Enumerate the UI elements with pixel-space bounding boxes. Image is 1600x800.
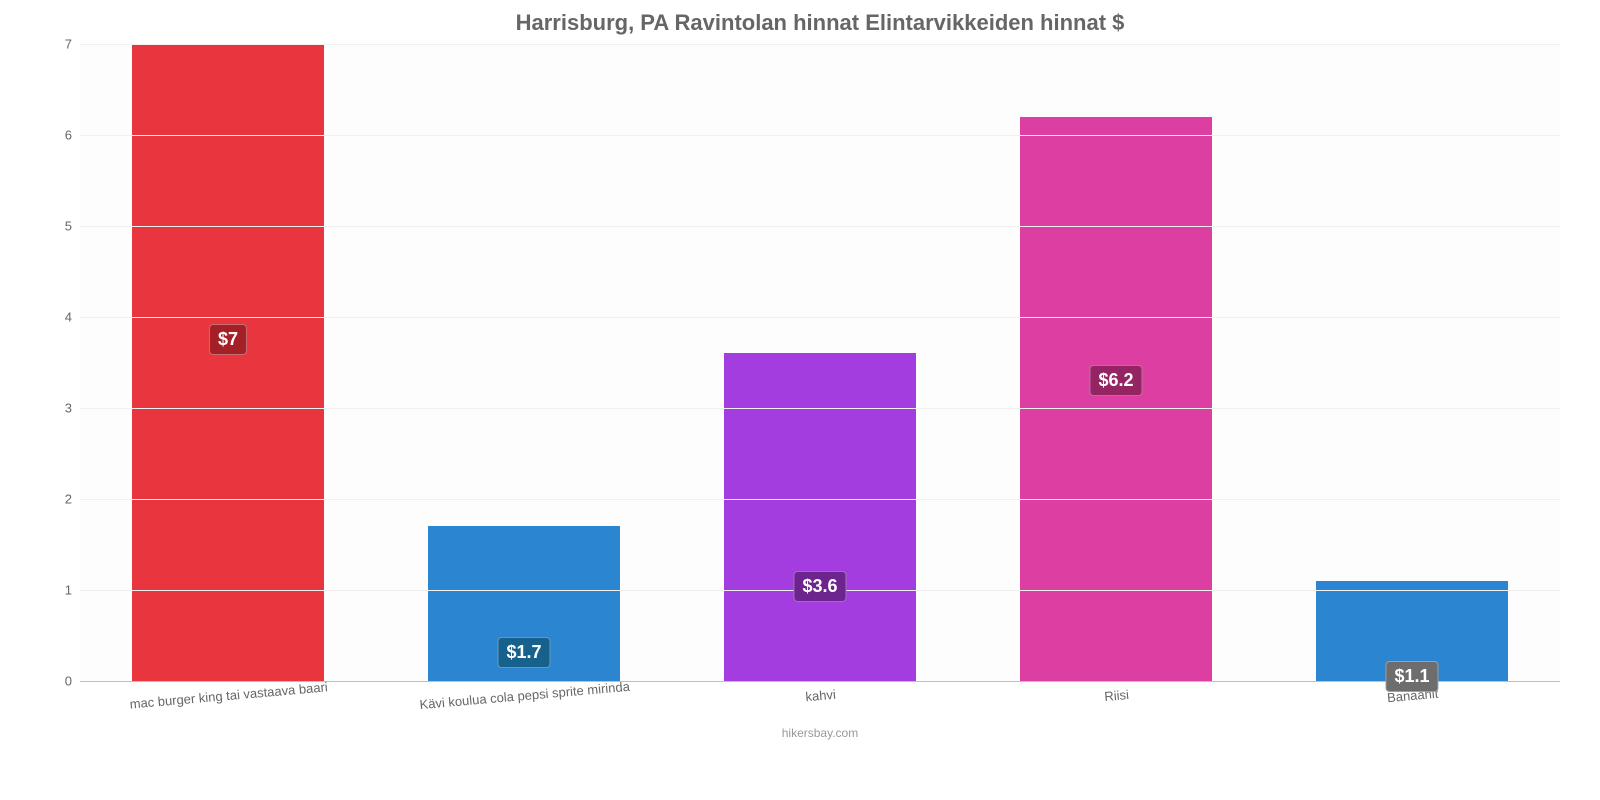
grid-line [80, 317, 1560, 318]
x-tick-label: kahvi [805, 687, 837, 705]
y-tick-label: 6 [48, 128, 72, 143]
bar-value-label: $3.6 [793, 571, 846, 602]
x-axis-labels: mac burger king tai vastaava baari Kävi k… [80, 682, 1560, 722]
bar-value-label: $7 [209, 324, 247, 355]
y-tick-label: 5 [48, 219, 72, 234]
bar-value-label: $6.2 [1089, 365, 1142, 396]
plot-area: $7$1.7$3.6$6.2$1.1 01234567 [80, 44, 1560, 682]
grid-line [80, 499, 1560, 500]
bar: $7 [132, 44, 324, 681]
chart-title: Harrisburg, PA Ravintolan hinnat Elintar… [80, 10, 1560, 36]
grid-line [80, 135, 1560, 136]
y-tick-label: 2 [48, 492, 72, 507]
bar: $3.6 [724, 353, 916, 681]
bars-layer: $7 $1.7 $3.6 $6.2 $1.1 [80, 44, 1560, 681]
x-tick-label: Riisi [1104, 687, 1130, 704]
y-tick-label: 0 [48, 674, 72, 689]
y-tick-label: 4 [48, 310, 72, 325]
grid-line [80, 408, 1560, 409]
x-tick-label: mac burger king tai vastaava baari [129, 679, 328, 711]
x-tick-label: Kävi koulua cola pepsi sprite mirinda [419, 679, 631, 712]
grid-line [80, 226, 1560, 227]
y-tick-label: 3 [48, 401, 72, 416]
y-tick-label: 1 [48, 583, 72, 598]
y-tick-label: 7 [48, 37, 72, 52]
bar: $6.2 [1020, 117, 1212, 681]
bar: $1.1 [1316, 581, 1508, 681]
bar-value-label: $1.1 [1385, 661, 1438, 692]
grid-line [80, 44, 1560, 45]
chart-container: Harrisburg, PA Ravintolan hinnat Elintar… [0, 0, 1600, 800]
bar: $1.7 [428, 526, 620, 681]
chart-footer: hikersbay.com [80, 726, 1560, 740]
bar-value-label: $1.7 [497, 637, 550, 668]
